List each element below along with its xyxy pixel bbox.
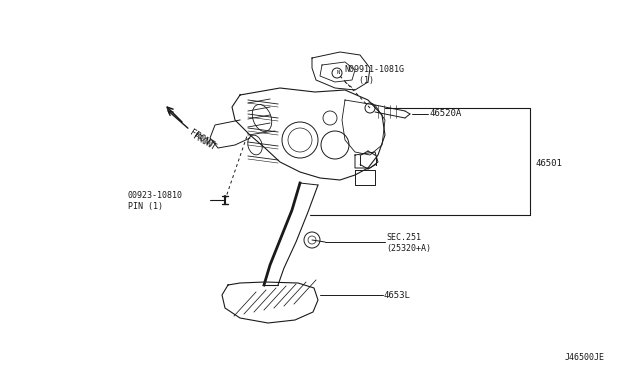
Text: FRONT: FRONT	[188, 128, 216, 150]
Text: SEC.251: SEC.251	[386, 232, 421, 241]
Text: J46500JE: J46500JE	[565, 353, 605, 362]
Text: N: N	[337, 71, 340, 76]
Text: PIN (1): PIN (1)	[128, 202, 163, 211]
Text: (25320+A): (25320+A)	[386, 244, 431, 253]
Text: 4653L: 4653L	[384, 291, 411, 299]
Text: N09911-1081G: N09911-1081G	[344, 65, 404, 74]
Text: 00923-10810: 00923-10810	[128, 192, 183, 201]
Text: (1): (1)	[349, 76, 374, 84]
Text: 46520A: 46520A	[430, 109, 462, 119]
Polygon shape	[222, 282, 318, 323]
Text: FRONT: FRONT	[191, 132, 217, 152]
Text: 46501: 46501	[535, 158, 562, 167]
